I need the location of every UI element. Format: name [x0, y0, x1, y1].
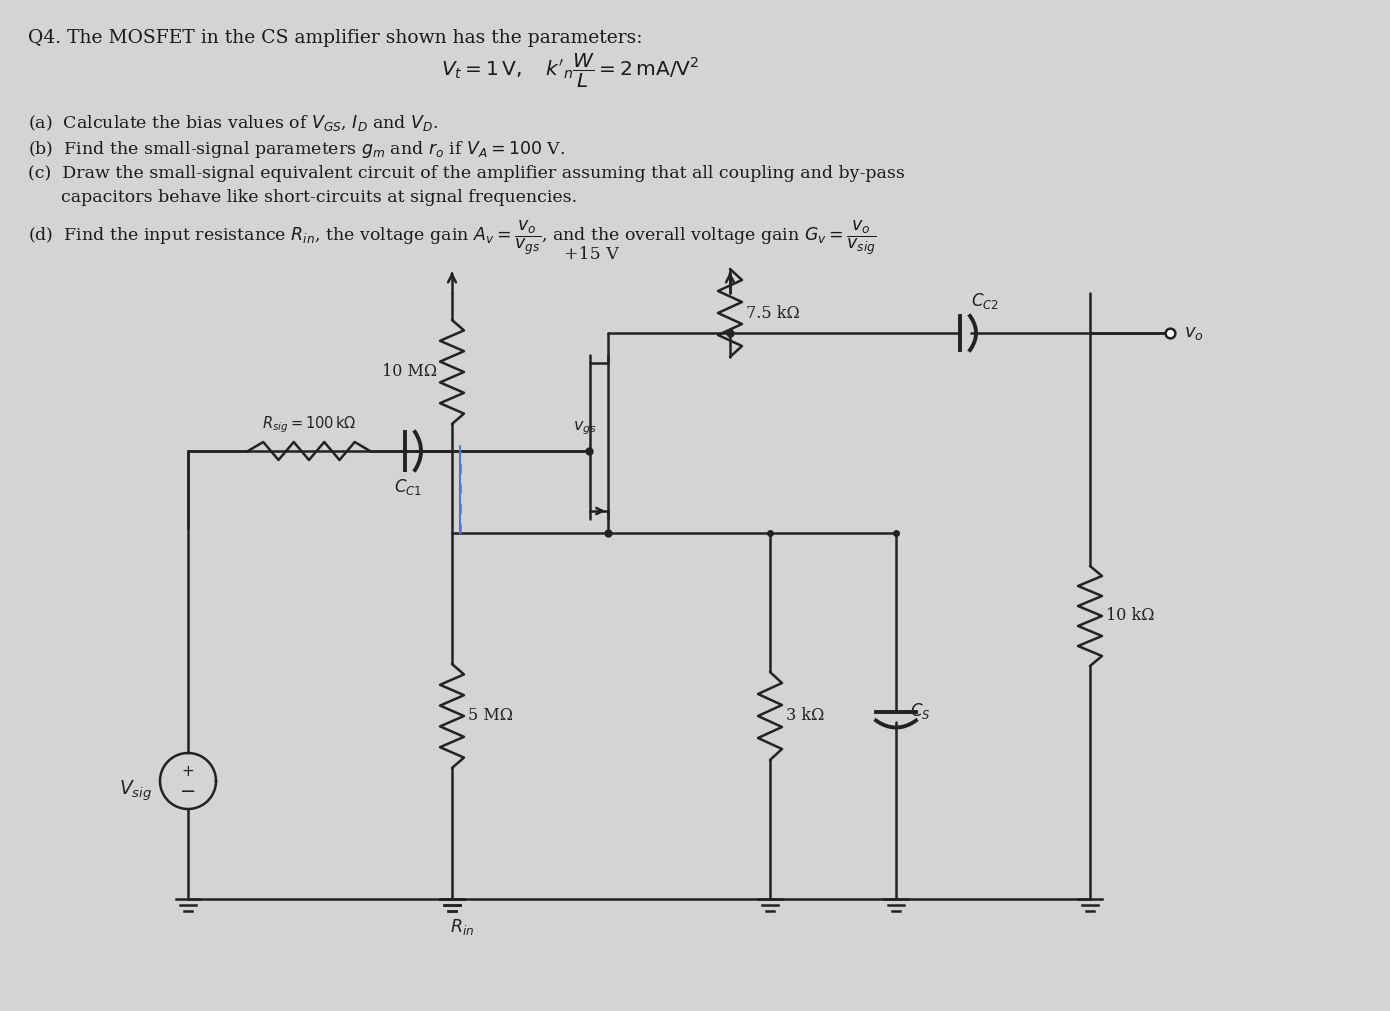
Text: $R_{sig}=100\,\mathrm{k\Omega}$: $R_{sig}=100\,\mathrm{k\Omega}$	[261, 415, 356, 435]
Text: (d)  Find the input resistance $R_{in}$, the voltage gain $A_v = \dfrac{v_o}{v_{: (d) Find the input resistance $R_{in}$, …	[28, 218, 877, 257]
Text: $C_{C1}$: $C_{C1}$	[393, 477, 423, 497]
Text: (c)  Draw the small-signal equivalent circuit of the amplifier assuming that all: (c) Draw the small-signal equivalent cir…	[28, 165, 905, 182]
Text: $V_t =1\,\mathrm{V},\quad k'_n\dfrac{W}{L} = 2\,\mathrm{mA/V^2}$: $V_t =1\,\mathrm{V},\quad k'_n\dfrac{W}{…	[441, 52, 699, 90]
Text: (b)  Find the small-signal parameters $g_m$ and $r_o$ if $V_A = 100$ V.: (b) Find the small-signal parameters $g_…	[28, 139, 566, 160]
Text: −: −	[179, 782, 196, 801]
Text: 10 MΩ: 10 MΩ	[382, 364, 436, 380]
Text: $C_S$: $C_S$	[910, 701, 931, 721]
Text: $v_{gs}$: $v_{gs}$	[573, 420, 598, 437]
Text: Q4. The MOSFET in the CS amplifier shown has the parameters:: Q4. The MOSFET in the CS amplifier shown…	[28, 29, 642, 47]
Text: $v_o$: $v_o$	[1184, 324, 1204, 342]
Text: $V_{sig}$: $V_{sig}$	[120, 778, 152, 804]
Text: (a)  Calculate the bias values of $V_{GS}$, $I_D$ and $V_D$.: (a) Calculate the bias values of $V_{GS}…	[28, 113, 438, 133]
Text: $C_{C2}$: $C_{C2}$	[972, 291, 999, 311]
Text: capacitors behave like short-circuits at signal frequencies.: capacitors behave like short-circuits at…	[28, 189, 577, 206]
Text: 3 kΩ: 3 kΩ	[785, 708, 824, 725]
Text: 7.5 kΩ: 7.5 kΩ	[746, 304, 799, 321]
Text: +: +	[182, 763, 195, 778]
Text: $R_{in}$: $R_{in}$	[450, 917, 474, 937]
Text: +15 V: +15 V	[563, 246, 619, 263]
Text: 5 MΩ: 5 MΩ	[468, 708, 513, 725]
Text: 10 kΩ: 10 kΩ	[1106, 608, 1155, 625]
